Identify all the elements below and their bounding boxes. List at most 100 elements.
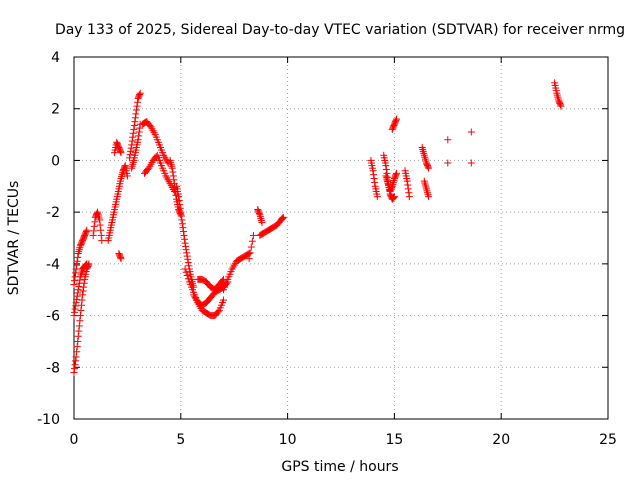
data-point [134, 136, 142, 144]
data-point [382, 174, 390, 182]
data-point [279, 214, 287, 222]
data-point [553, 91, 561, 99]
data-point [180, 231, 188, 239]
data-point [370, 171, 378, 179]
data-point [75, 322, 83, 330]
data-point [72, 265, 80, 273]
data-point [393, 115, 401, 123]
data-point [76, 312, 84, 320]
data-point [75, 248, 83, 256]
data-point [444, 159, 452, 167]
data-point [74, 253, 82, 261]
data-point [74, 332, 82, 340]
data-point [116, 253, 124, 261]
data-point [420, 149, 428, 157]
data-point [371, 178, 379, 186]
data-point [91, 218, 99, 226]
data-point [97, 231, 105, 239]
data-point [121, 163, 129, 171]
data-point [373, 193, 381, 201]
data-point [168, 162, 176, 170]
data-point [73, 261, 81, 269]
data-point [83, 226, 91, 234]
data-point [127, 144, 135, 152]
data-point [382, 165, 390, 173]
data-point [249, 231, 257, 239]
data-point [169, 172, 177, 180]
data-point [183, 271, 191, 279]
data-point [393, 169, 401, 177]
data-point [135, 128, 143, 136]
data-point [255, 209, 263, 217]
data-point [183, 252, 191, 260]
data-point [71, 277, 79, 285]
data-point [404, 181, 412, 189]
data-point [128, 162, 136, 170]
data-point [390, 193, 398, 201]
data-points [70, 79, 565, 376]
data-point [74, 286, 82, 294]
data-point [131, 118, 139, 126]
data-point [96, 216, 104, 224]
data-point [123, 172, 131, 180]
y-axis-label: SDTVAR / TECUs [6, 181, 22, 296]
data-point [403, 177, 411, 185]
data-point [556, 101, 564, 109]
data-point [554, 93, 562, 101]
data-point [72, 269, 80, 277]
data-point [179, 224, 187, 232]
data-point [169, 168, 177, 176]
data-point [129, 129, 137, 137]
data-point [82, 261, 90, 269]
data-point [130, 122, 138, 130]
data-point [72, 302, 80, 310]
data-point [132, 110, 140, 118]
data-point [72, 357, 80, 365]
data-point [467, 128, 475, 136]
data-point [74, 289, 82, 297]
x-tick-label: 5 [176, 432, 185, 448]
data-point [170, 176, 178, 184]
data-point [421, 153, 429, 161]
plot-frame [73, 56, 609, 420]
data-point [82, 228, 90, 236]
data-point [419, 145, 427, 153]
data-point [167, 160, 175, 168]
data-point [467, 159, 475, 167]
data-point [182, 268, 190, 276]
data-point [258, 218, 266, 226]
data-point [70, 368, 78, 376]
data-point [135, 132, 143, 140]
data-point [181, 239, 189, 247]
data-point [168, 164, 176, 172]
data-point [370, 175, 378, 183]
data-point [75, 246, 83, 254]
data-point [76, 317, 84, 325]
data-point [129, 133, 137, 141]
data-point [424, 191, 432, 199]
data-point [75, 279, 83, 287]
data-point [79, 291, 87, 299]
data-point [73, 295, 81, 303]
data-point [405, 193, 413, 201]
data-point [245, 255, 253, 263]
data-point [75, 327, 83, 335]
y-tick-label: -8 [46, 360, 60, 376]
data-point [421, 155, 429, 163]
data-point [389, 194, 397, 202]
grid-lines [74, 57, 608, 419]
data-point [425, 193, 433, 201]
data-point [420, 151, 428, 159]
data-point [117, 255, 125, 263]
data-point [422, 185, 430, 193]
data-point [177, 212, 185, 220]
data-point [90, 222, 98, 230]
data-point [74, 250, 82, 258]
data-point [74, 337, 82, 345]
data-point [184, 259, 192, 267]
data-point [71, 305, 79, 313]
chart-title: Day 133 of 2025, Sidereal Day-to-day VTE… [55, 22, 625, 38]
data-point [71, 273, 79, 281]
data-point [82, 261, 90, 269]
data-point [246, 249, 254, 257]
